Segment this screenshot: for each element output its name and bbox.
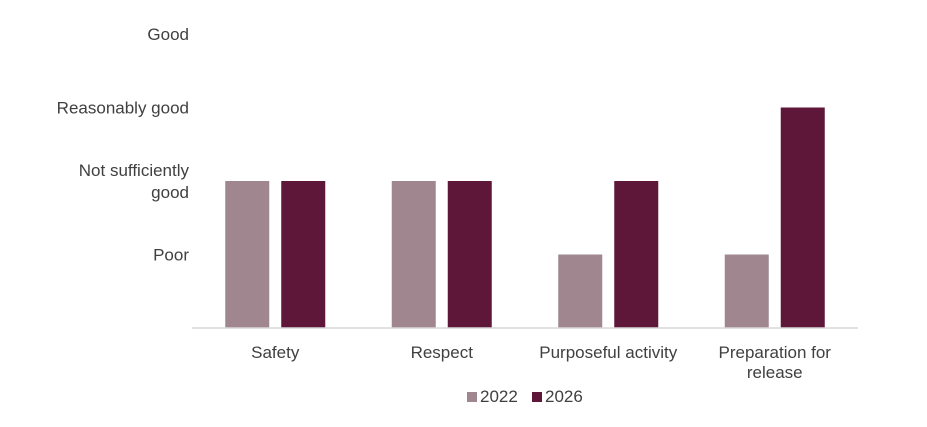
y-axis-ticks: Poor Not sufficiently good Reasonably good G…: [57, 25, 190, 265]
x-axis-labels: Safety Respect Purposeful activity Preparat…: [251, 343, 831, 382]
x-tick-label: Purposeful activity: [539, 343, 677, 362]
bar-2022-1: [391, 181, 436, 328]
x-tick-label: Safety: [251, 343, 300, 362]
legend-label-2022: 2022: [480, 387, 518, 406]
bar-2026-2: [614, 181, 659, 328]
legend-swatch-2022: [467, 392, 477, 402]
bar-2022-0: [225, 181, 270, 328]
x-tick-label: Preparation for release: [719, 343, 832, 382]
bars: [225, 107, 825, 328]
bar-2026-1: [447, 181, 492, 328]
y-tick-label: Poor: [153, 246, 189, 265]
x-tick-label: Respect: [411, 343, 474, 362]
legend: 2022 2026: [467, 387, 583, 406]
bar-2022-3: [724, 254, 769, 328]
y-tick-label: Reasonably good: [57, 99, 189, 118]
bar-2022-2: [558, 254, 603, 328]
bar-2026-3: [780, 107, 825, 328]
bar-2026-0: [281, 181, 326, 328]
y-tick-label: Good: [147, 25, 189, 44]
y-tick-label: Not sufficiently good: [79, 161, 190, 202]
legend-swatch-2026: [532, 392, 542, 402]
legend-label-2026: 2026: [545, 387, 583, 406]
